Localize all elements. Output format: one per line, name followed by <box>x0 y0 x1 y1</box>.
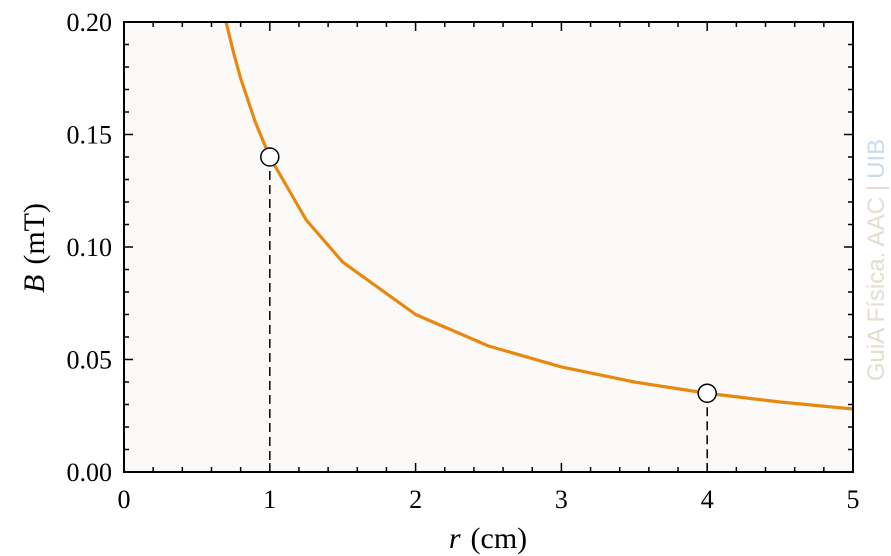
watermark: GuiA Física. AAC|UIB <box>863 139 890 381</box>
plot-frame <box>123 21 854 473</box>
x-tick-label: 0 <box>118 485 131 514</box>
x-tick-label: 1 <box>263 485 276 514</box>
y-tick-label: 0.00 <box>67 458 113 487</box>
highlighted-points <box>260 147 717 403</box>
y-tick-label: 0.05 <box>67 346 113 375</box>
data-point-1 <box>697 383 717 403</box>
y-tick-label: 0.15 <box>67 121 113 150</box>
x-tick-labels: 0 1 2 3 4 5 <box>118 485 860 514</box>
x-tick-label: 3 <box>555 485 568 514</box>
x-tick-label: 2 <box>409 485 422 514</box>
data-point-0 <box>260 147 280 167</box>
y-tick-labels: 0.00 0.05 0.10 0.15 0.20 <box>67 8 113 487</box>
x-axis-title: r (cm) <box>449 522 527 555</box>
curve-layer <box>224 22 853 411</box>
x-tick-label: 4 <box>701 485 714 514</box>
y-tick-label: 0.20 <box>67 8 113 37</box>
plot-background <box>124 22 853 472</box>
y-tick-label: 0.10 <box>67 233 113 262</box>
y-axis-title: B(mT) <box>18 203 51 293</box>
series-line-0 <box>224 22 853 411</box>
x-tick-label: 5 <box>847 485 860 514</box>
drop-lines <box>269 157 708 472</box>
